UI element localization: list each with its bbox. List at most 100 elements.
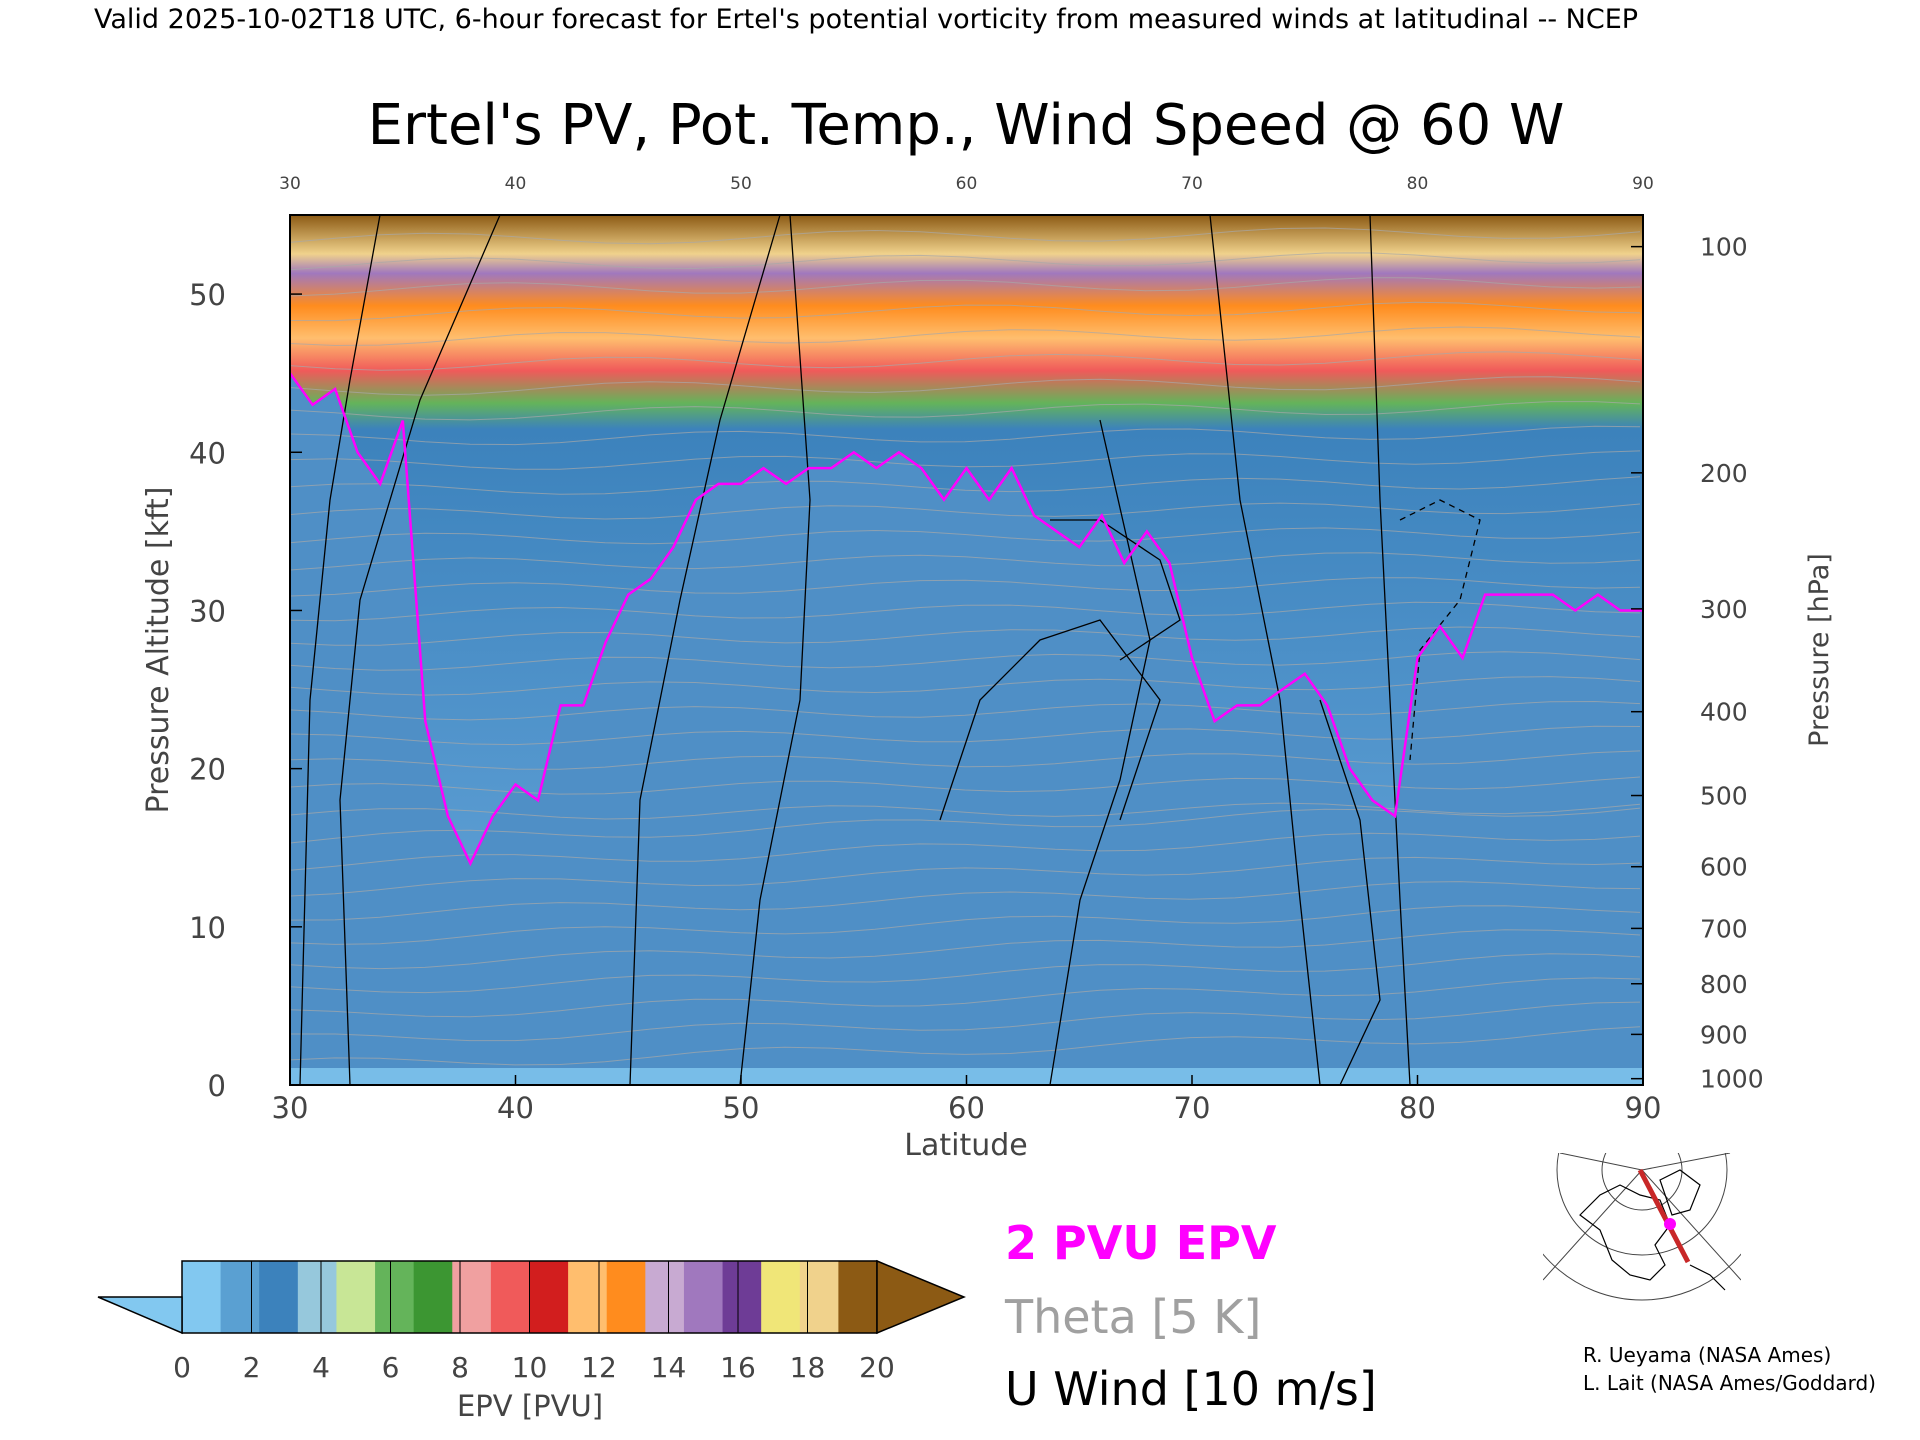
colorbar-tick-label: 4: [312, 1351, 330, 1384]
x-tick-label: 40: [497, 1091, 534, 1125]
y-tick-label: 50: [189, 278, 226, 312]
theta-line: [290, 450, 1641, 470]
pressure-tick-label: 500: [1700, 782, 1748, 811]
y-axis-left-label: Pressure Altitude [kft]: [141, 487, 176, 814]
y-axis-right-ticks: 100 200 300 400 500 600 700 800 900 1000: [1631, 233, 1764, 1094]
y-tick-label: 40: [189, 436, 226, 470]
x-top-tick-label: 70: [1181, 174, 1203, 194]
colorbar-segment: [606, 1261, 646, 1333]
theta-line: [290, 651, 1641, 671]
theta-line: [290, 905, 1641, 945]
theta-line: [290, 1001, 1641, 1042]
cross-section-point-icon: [1664, 1218, 1676, 1230]
colorbar-tick-label: 8: [451, 1351, 469, 1384]
theta-line: [290, 977, 1641, 1018]
x-axis-label: Latitude: [904, 1128, 1027, 1163]
theta-line: [290, 326, 1641, 347]
theta-line: [290, 277, 1641, 297]
theta-line: [290, 929, 1641, 970]
theta-line: [290, 1026, 1641, 1066]
pressure-tick-label: 800: [1700, 970, 1748, 999]
u-wind-line: [1050, 519, 1181, 661]
u-wind-line: [339, 215, 501, 1085]
chart-title: Ertel's PV, Pot. Temp., Wind Speed @ 60 …: [368, 93, 1565, 158]
x-tick-label: 50: [723, 1091, 760, 1125]
theta-line: [290, 856, 1641, 897]
colorbar-segment: [413, 1261, 453, 1333]
colorbar-tick-label: 18: [790, 1351, 826, 1384]
x-tick-label: 30: [272, 1091, 309, 1125]
colorbar-tick-label: 6: [382, 1351, 400, 1384]
y-tick-label: 20: [189, 753, 226, 787]
pv-colorbar: 0 2 4 6 8 10 12 14 16 18 20 EPV [PVU]: [97, 1259, 966, 1423]
u-wind-line: [299, 215, 381, 1085]
colorbar-low-arrow: [97, 1296, 183, 1335]
plot-area: [290, 215, 1643, 1085]
theta-line: [290, 881, 1641, 921]
pressure-tick-label: 700: [1700, 914, 1748, 943]
theta-line: [290, 502, 1641, 520]
x-top-tick-label: 60: [956, 174, 978, 194]
u-wind-line: [1209, 215, 1321, 1085]
theta-line: [290, 227, 1641, 245]
pressure-tick-label: 200: [1700, 459, 1748, 488]
stratosphere-pv-fill: [290, 215, 1643, 864]
y-tick-label: 30: [189, 594, 226, 628]
colorbar-segment: [336, 1261, 376, 1333]
u-wind-line: [629, 215, 781, 1085]
pressure-tick-label: 300: [1700, 595, 1748, 624]
pressure-tick-label: 100: [1700, 233, 1748, 262]
theta-line: [290, 351, 1641, 371]
u-wind-line: [1049, 419, 1151, 1085]
colorbar-segment: [490, 1261, 530, 1333]
u-wind-line: [1319, 699, 1381, 1085]
theta-line: [290, 552, 1641, 571]
credit-line-2: L. Lait (NASA Ames/Goddard): [1583, 1371, 1876, 1395]
colorbar-tick-label: 14: [651, 1351, 687, 1384]
u-wind-line: [739, 215, 811, 1085]
pressure-tick-label: 600: [1700, 853, 1748, 882]
x-top-tick-label: 40: [505, 174, 527, 194]
pressure-tick-label: 900: [1700, 1020, 1748, 1049]
x-tick-label: 90: [1625, 1091, 1662, 1125]
theta-line: [290, 802, 1641, 820]
u-wind-line: [1369, 215, 1411, 1085]
colorbar-segment: [799, 1261, 839, 1333]
y-tick-label: 10: [189, 911, 226, 945]
theta-line: [290, 376, 1641, 396]
colorbar-segment: [297, 1261, 337, 1333]
x-top-tick-label: 80: [1407, 174, 1429, 194]
valid-time-header: Valid 2025-10-02T18 UTC, 6-hour forecast…: [94, 4, 1638, 35]
colorbar-label: EPV [PVU]: [457, 1389, 603, 1423]
theta-line: [290, 776, 1641, 795]
colorbar-tick-label: 16: [720, 1351, 756, 1384]
cross-section-track: [1637, 1168, 1691, 1264]
legend-theta: Theta [5 K]: [1004, 1290, 1261, 1344]
colorbar-segment: [529, 1261, 569, 1333]
credit-line-1: R. Ueyama (NASA Ames): [1583, 1343, 1831, 1367]
colorbar-segment: [375, 1261, 415, 1333]
pv-2pvu-contour: [290, 372, 1643, 867]
colorbar-segment: [220, 1261, 260, 1333]
colorbar-tick-label: 2: [243, 1351, 261, 1384]
colorbar-segment: [452, 1261, 492, 1333]
theta-line: [290, 425, 1641, 446]
x-top-tick-label: 90: [1632, 174, 1654, 194]
colorbar-segment: [722, 1261, 762, 1333]
colorbar-segment: [182, 1261, 222, 1333]
colorbar-segment: [838, 1261, 878, 1333]
x-top-tick-label: 50: [730, 174, 752, 194]
colorbar-segment: [683, 1261, 724, 1333]
x-top-tick-label: 30: [279, 174, 301, 194]
locator-map: [1543, 1153, 1741, 1303]
x-axis-ticks: 30 40 50 60 70 80 90 30 40 50 60 70 80 90: [272, 174, 1662, 1125]
legend-u-wind: U Wind [10 m/s]: [1005, 1362, 1377, 1416]
theta-line: [290, 476, 1641, 495]
theta-isentropes: [290, 227, 1641, 1066]
theta-line: [290, 626, 1641, 646]
colorbar-tick-label: 12: [581, 1351, 617, 1384]
colorbar-segment: [259, 1261, 299, 1333]
colorbar-tick-label: 10: [512, 1351, 548, 1384]
colorbar-segment: [761, 1261, 801, 1333]
x-tick-label: 80: [1399, 1091, 1436, 1125]
